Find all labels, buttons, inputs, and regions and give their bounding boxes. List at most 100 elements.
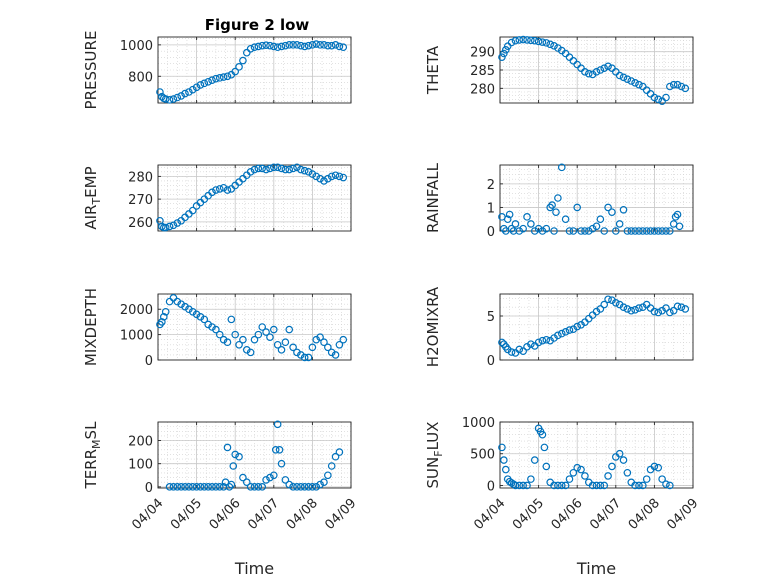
- data-point: [289, 343, 297, 352]
- data-point: [192, 83, 201, 92]
- data-point: [242, 478, 251, 487]
- data-point: [523, 213, 531, 221]
- data-point: [666, 227, 674, 235]
- data-point: [212, 186, 220, 194]
- data-point: [312, 335, 321, 344]
- data-point: [669, 80, 678, 89]
- data-point: [501, 465, 510, 474]
- data-point: [515, 36, 524, 44]
- data-point: [223, 72, 232, 81]
- data-point: [316, 41, 324, 49]
- data-point: [262, 165, 270, 174]
- data-point: [215, 330, 224, 339]
- data-point: [308, 41, 317, 49]
- data-point: [177, 92, 185, 100]
- subplot-terr-msl: 0 100 200 04/04 04/05 04/06 04/07 04/08 04/09 TER…: [82, 420, 359, 578]
- data-point: [573, 322, 582, 331]
- data-point: [662, 227, 670, 235]
- y-tick-label: 0: [487, 354, 495, 369]
- data-point: [523, 36, 531, 44]
- data-point: [511, 220, 520, 228]
- data-point: [231, 67, 240, 76]
- data-point: [316, 174, 324, 183]
- subplot-mixdepth: 0 1000 2000 MIXDEPTH: [82, 288, 352, 369]
- data-point: [300, 42, 309, 51]
- data-point: [519, 347, 527, 356]
- data-point: [627, 306, 636, 315]
- y-axis-label-1: THETA: [424, 45, 442, 95]
- data-point: [212, 325, 220, 334]
- data-point: [158, 318, 166, 326]
- data-point: [596, 215, 605, 224]
- data-point: [327, 172, 336, 181]
- data-point: [308, 343, 317, 352]
- data-point: [169, 483, 178, 491]
- y-tick-label: 800: [128, 70, 153, 85]
- data-point: [335, 42, 344, 51]
- data-point: [181, 302, 189, 311]
- data-point: [639, 227, 647, 235]
- data-point: [596, 66, 605, 74]
- data-point: [569, 227, 578, 235]
- data-point: [619, 73, 628, 82]
- data-point: [316, 333, 324, 341]
- data-point: [534, 338, 543, 347]
- data-point: [165, 222, 174, 231]
- x-tick-label: 04/08: [626, 496, 663, 533]
- data-point: [627, 227, 636, 235]
- data-point: [673, 80, 682, 89]
- data-point: [169, 221, 178, 230]
- data-point: [223, 443, 232, 452]
- data-point: [557, 163, 566, 172]
- data-point: [331, 452, 340, 461]
- data-point: [623, 75, 632, 83]
- data-point: [515, 481, 524, 490]
- subplot-theta: 280 285 290 THETA: [424, 35, 694, 105]
- x-tick-label: 04/08: [284, 496, 321, 533]
- data-point: [177, 300, 185, 308]
- data-point: [231, 450, 240, 459]
- data-point: [320, 177, 328, 185]
- data-point: [196, 81, 205, 89]
- data-point: [519, 224, 527, 233]
- series-markers: [498, 424, 674, 490]
- data-point: [161, 307, 170, 316]
- data-point: [308, 483, 317, 491]
- data-point: [505, 477, 514, 486]
- data-point: [165, 483, 174, 491]
- data-point: [507, 348, 516, 356]
- data-point: [258, 323, 267, 331]
- data-point: [505, 210, 514, 219]
- data-point: [285, 325, 294, 334]
- data-point: [300, 353, 309, 362]
- data-point: [158, 92, 166, 101]
- data-point: [297, 483, 305, 491]
- data-point: [658, 227, 666, 235]
- data-point: [227, 315, 236, 324]
- data-point: [658, 475, 666, 483]
- data-point: [196, 313, 205, 321]
- y-axis-label-3: RAINFALL: [424, 162, 442, 233]
- data-point: [573, 203, 582, 212]
- y-tick-label: 5: [487, 310, 495, 325]
- data-point: [339, 43, 348, 52]
- data-point: [273, 43, 282, 52]
- subplot-air-temp: 260 270 280 AIRTEMP: [82, 163, 352, 232]
- data-point: [584, 69, 593, 78]
- data-point: [600, 300, 609, 309]
- data-point: [242, 346, 251, 354]
- x-tick-label: 04/09: [664, 496, 701, 533]
- data-point: [312, 172, 321, 181]
- data-point: [581, 227, 589, 235]
- data-point: [604, 203, 612, 212]
- data-point: [611, 298, 620, 307]
- data-point: [615, 449, 624, 458]
- data-point: [262, 41, 270, 49]
- data-point: [262, 476, 270, 484]
- data-point: [677, 303, 686, 312]
- data-point: [293, 163, 301, 172]
- grid-lines: [499, 165, 694, 232]
- data-point: [527, 340, 535, 348]
- data-point: [650, 227, 659, 235]
- data-point: [642, 227, 651, 235]
